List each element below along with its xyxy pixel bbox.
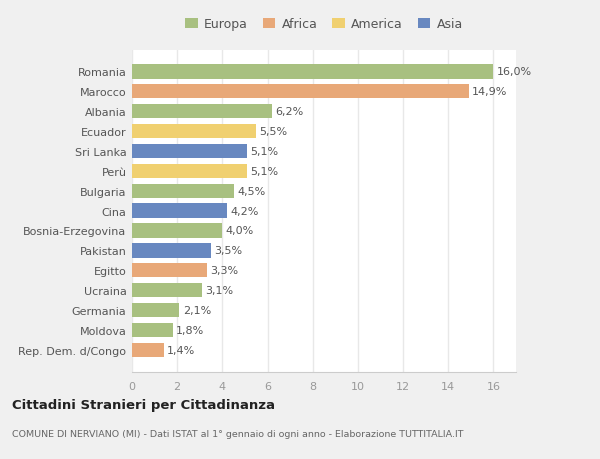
Legend: Europa, Africa, America, Asia: Europa, Africa, America, Asia	[185, 18, 463, 31]
Text: 3,3%: 3,3%	[210, 266, 238, 276]
Text: 3,1%: 3,1%	[205, 285, 233, 296]
Bar	[132, 125, 256, 139]
Text: 5,1%: 5,1%	[251, 167, 279, 176]
Bar	[132, 283, 202, 297]
Text: 3,5%: 3,5%	[214, 246, 242, 256]
Bar	[132, 145, 247, 159]
Bar	[132, 224, 223, 238]
Bar	[132, 263, 206, 278]
Bar	[132, 244, 211, 258]
Text: 6,2%: 6,2%	[275, 107, 304, 117]
Bar	[132, 184, 233, 198]
Text: 14,9%: 14,9%	[472, 87, 508, 97]
Text: 4,0%: 4,0%	[226, 226, 254, 236]
Bar	[132, 65, 493, 79]
Bar	[132, 303, 179, 318]
Text: 5,5%: 5,5%	[260, 127, 288, 137]
Text: 4,2%: 4,2%	[230, 206, 259, 216]
Bar	[132, 204, 227, 218]
Text: 4,5%: 4,5%	[237, 186, 265, 196]
Bar	[132, 164, 247, 179]
Bar	[132, 85, 469, 99]
Text: 2,1%: 2,1%	[183, 305, 211, 315]
Bar	[132, 323, 173, 337]
Bar	[132, 343, 164, 357]
Text: 1,4%: 1,4%	[167, 345, 195, 355]
Text: 1,8%: 1,8%	[176, 325, 204, 335]
Text: Cittadini Stranieri per Cittadinanza: Cittadini Stranieri per Cittadinanza	[12, 398, 275, 412]
Text: 16,0%: 16,0%	[497, 67, 532, 77]
Bar	[132, 105, 272, 119]
Text: 5,1%: 5,1%	[251, 146, 279, 157]
Text: COMUNE DI NERVIANO (MI) - Dati ISTAT al 1° gennaio di ogni anno - Elaborazione T: COMUNE DI NERVIANO (MI) - Dati ISTAT al …	[12, 429, 464, 438]
